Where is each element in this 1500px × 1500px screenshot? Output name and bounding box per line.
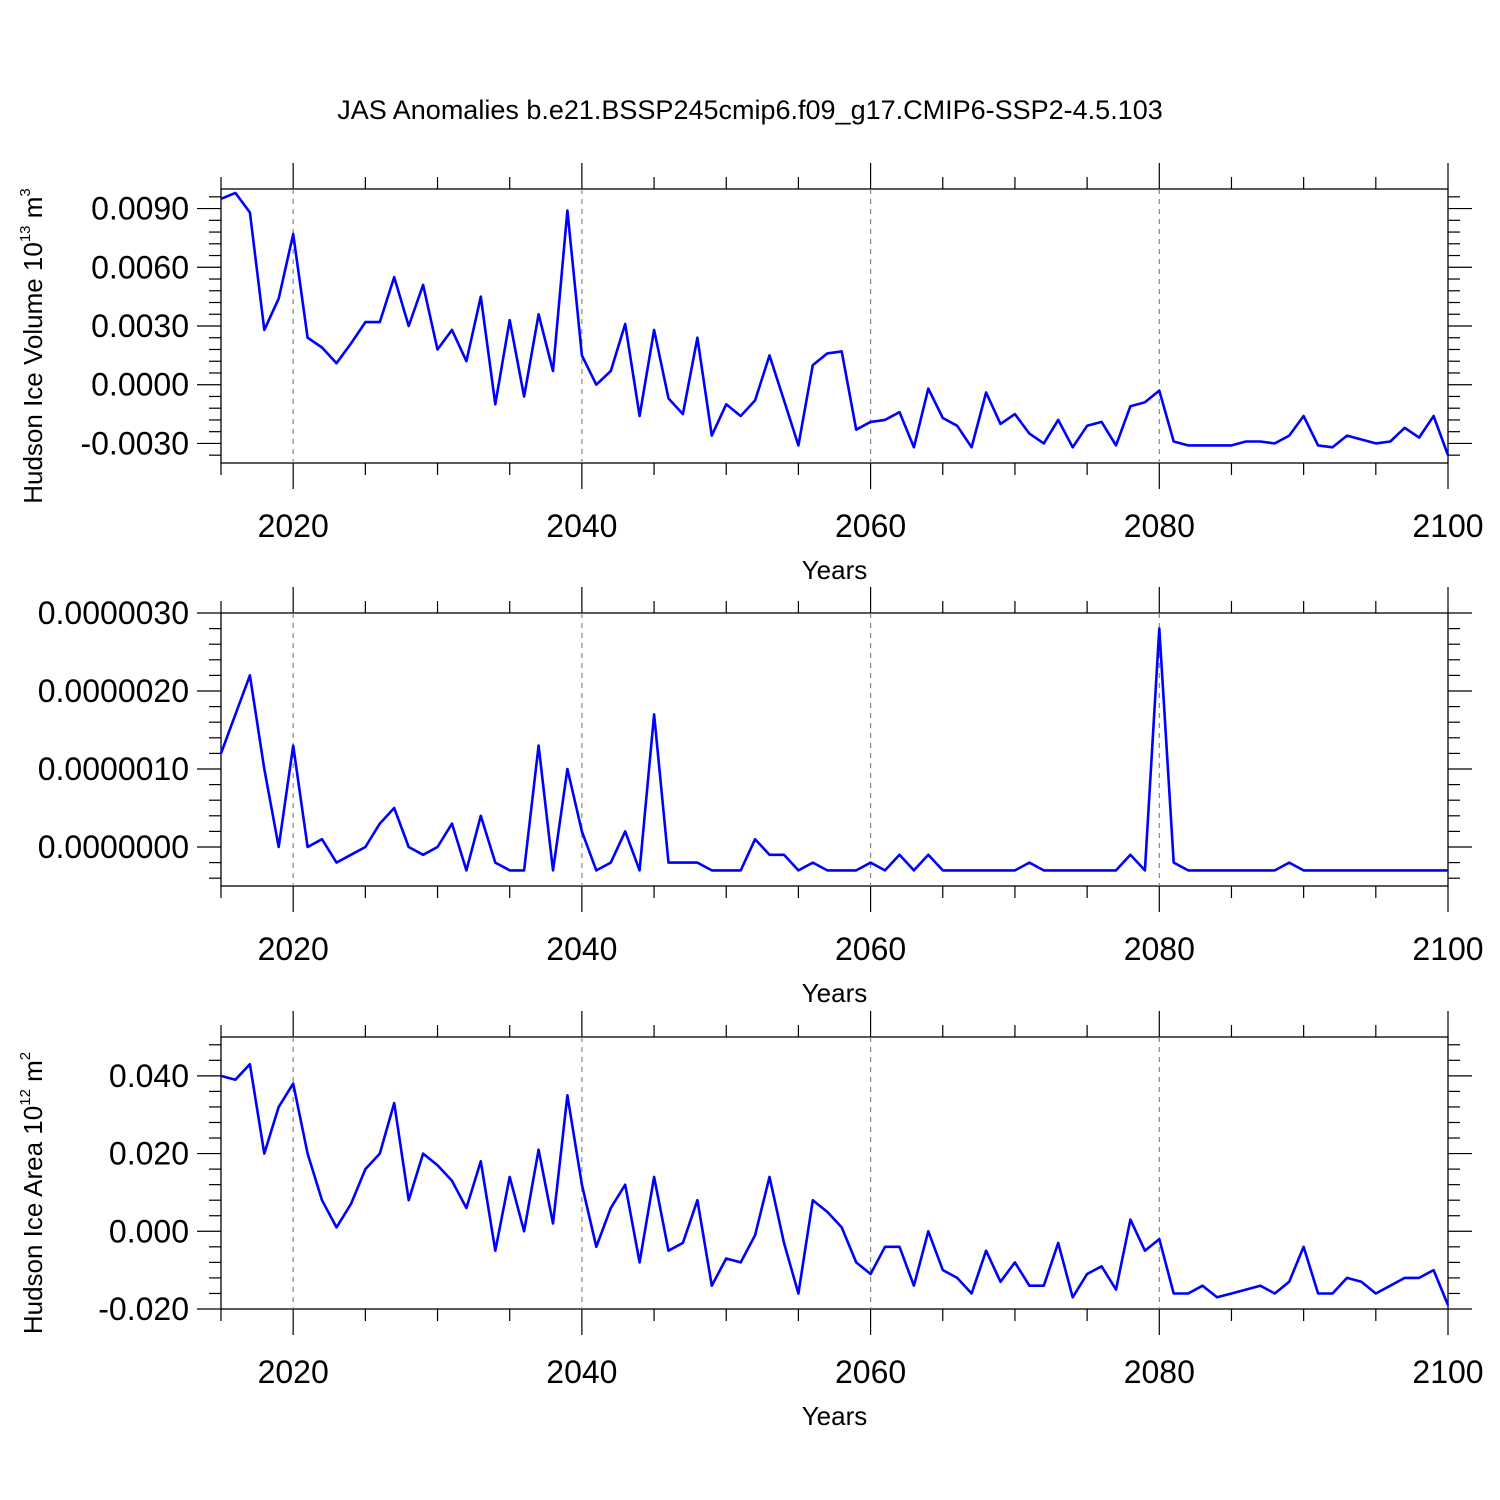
x-tick-label: 2040 — [546, 1354, 617, 1390]
x-tick-label: 2080 — [1124, 508, 1195, 544]
y-tick-label: -0.020 — [98, 1291, 189, 1327]
x-tick-label: 2060 — [835, 931, 906, 967]
x-tick-label: 2100 — [1412, 1354, 1483, 1390]
panel-2: 0.0000000 0.0000010 0.0000020 0.0000030 2020… — [38, 587, 1484, 1008]
y-tick-label: 0.0060 — [91, 249, 189, 285]
x-tick-label: 2040 — [546, 508, 617, 544]
x-axis-title: Years — [802, 1401, 868, 1431]
y-tick-label: 0.020 — [109, 1136, 189, 1172]
series-line — [219, 627, 1448, 872]
y-tick-label: 0.0000010 — [38, 751, 189, 787]
x-tick-label: 2100 — [1412, 508, 1483, 544]
x-axis-title: Years — [802, 978, 868, 1008]
series-line — [220, 191, 1450, 456]
y-tick-label: 0.0000030 — [38, 595, 189, 631]
plot-frame — [220, 612, 1449, 887]
x-tick-label: 2060 — [835, 1354, 906, 1390]
x-tick-label: 2040 — [546, 931, 617, 967]
y-axis-title: Hudson Ice Volume 1013 m3 — [17, 188, 48, 504]
y-tick-label: 0.040 — [109, 1058, 189, 1094]
x-tick-label: 2020 — [258, 931, 329, 967]
y-tick-label: 0.0030 — [91, 308, 189, 344]
y-tick-label: 0.0000000 — [38, 829, 189, 865]
y-tick-label: 0.0000020 — [38, 673, 189, 709]
ice-area-panel: -0.020 0.000 0.020 0.040 2020 2040 2060 2080 210… — [17, 1011, 1484, 1431]
x-tick-label: 2080 — [1124, 1354, 1195, 1390]
series-line — [220, 1062, 1450, 1306]
y-tick-label: 0.0090 — [91, 191, 189, 227]
y-tick-label: -0.0030 — [80, 425, 189, 461]
x-tick-label: 2020 — [258, 508, 329, 544]
plot-frame — [220, 188, 1449, 464]
x-tick-label: 2100 — [1412, 931, 1483, 967]
y-tick-label: 0.000 — [109, 1213, 189, 1249]
chart-title: JAS Anomalies b.e21.BSSP245cmip6.f09_g17… — [337, 95, 1163, 125]
y-axis-title: Hudson Ice Area 1012 m2 — [17, 1052, 48, 1334]
plot-frame — [220, 1036, 1449, 1310]
x-tick-label: 2080 — [1124, 931, 1195, 967]
x-tick-label: 2060 — [835, 508, 906, 544]
x-tick-label: 2020 — [258, 1354, 329, 1390]
x-axis-title: Years — [802, 555, 868, 585]
y-tick-label: 0.0000 — [91, 367, 189, 403]
ice-volume-panel: -0.0030 0.0000 0.0030 0.0060 0.0090 2020 2040 2… — [17, 163, 1484, 585]
